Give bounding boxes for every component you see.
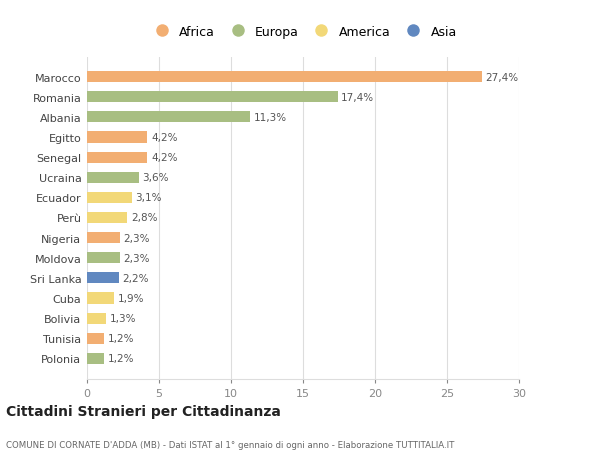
Text: 4,2%: 4,2% [151, 133, 178, 143]
Text: 1,2%: 1,2% [108, 353, 134, 364]
Text: 11,3%: 11,3% [253, 112, 286, 123]
Text: 1,2%: 1,2% [108, 334, 134, 343]
Bar [87, 252, 120, 264]
Text: 17,4%: 17,4% [341, 93, 374, 102]
Bar [87, 92, 338, 103]
Bar [87, 72, 482, 83]
Text: COMUNE DI CORNATE D'ADDA (MB) - Dati ISTAT al 1° gennaio di ogni anno - Elaboraz: COMUNE DI CORNATE D'ADDA (MB) - Dati IST… [6, 441, 454, 449]
Text: Cittadini Stranieri per Cittadinanza: Cittadini Stranieri per Cittadinanza [6, 404, 281, 419]
Text: 1,9%: 1,9% [118, 293, 145, 303]
Bar [87, 152, 148, 163]
Bar [87, 213, 127, 224]
Bar [87, 172, 139, 184]
Legend: Africa, Europa, America, Asia: Africa, Europa, America, Asia [145, 22, 461, 42]
Bar [87, 313, 106, 324]
Bar [87, 273, 119, 284]
Text: 2,8%: 2,8% [131, 213, 157, 223]
Text: 4,2%: 4,2% [151, 153, 178, 163]
Bar [87, 192, 131, 203]
Bar [87, 333, 104, 344]
Bar [87, 353, 104, 364]
Bar [87, 132, 148, 143]
Text: 3,6%: 3,6% [142, 173, 169, 183]
Text: 3,1%: 3,1% [135, 193, 162, 203]
Bar [87, 233, 120, 244]
Text: 1,3%: 1,3% [109, 313, 136, 324]
Text: 2,3%: 2,3% [124, 253, 150, 263]
Bar [87, 112, 250, 123]
Text: 2,3%: 2,3% [124, 233, 150, 243]
Bar [87, 293, 115, 304]
Text: 2,2%: 2,2% [122, 273, 149, 283]
Text: 27,4%: 27,4% [485, 73, 518, 83]
